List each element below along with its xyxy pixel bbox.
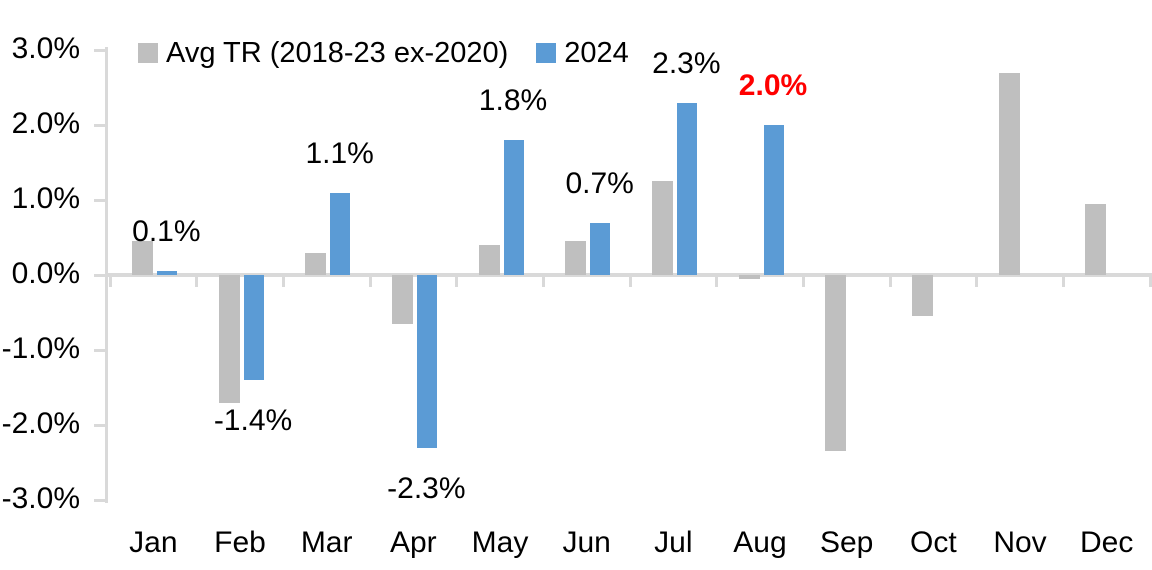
y-axis-tick-mark: [94, 424, 107, 427]
data-label-jun: 0.7%: [565, 166, 634, 200]
x-axis-tick-mark: [541, 277, 545, 287]
data-label-jul: 2.3%: [652, 46, 721, 80]
bar-2024-apr: [416, 275, 437, 448]
bar-2024-jul: [676, 102, 697, 275]
legend-label-2024: 2024: [564, 36, 629, 69]
y-axis-tick-label: -2.0%: [1, 407, 80, 440]
y-axis-tick-mark: [94, 499, 107, 502]
y-axis-tick-label: -1.0%: [1, 332, 80, 365]
bar-avg-jan: [131, 241, 153, 275]
bar-2024-aug: [763, 125, 784, 275]
y-axis-tick-label: 2.0%: [11, 107, 80, 140]
bar-2024-jan: [156, 271, 177, 275]
bar-avg-mar: [305, 252, 327, 275]
data-label-feb: -1.4%: [213, 404, 293, 437]
x-axis-label-may: May: [471, 526, 529, 559]
x-axis-label-sep: Sep: [819, 526, 874, 559]
legend-swatch-2024-icon: [536, 43, 557, 63]
data-label-apr: -2.3%: [387, 471, 466, 505]
x-axis-label-feb: Feb: [214, 526, 266, 559]
x-axis-tick-mark: [368, 277, 372, 287]
y-axis-tick-mark: [94, 49, 107, 52]
bar-avg-aug: [738, 275, 760, 279]
bar-avg-nov: [998, 72, 1020, 275]
legend-swatch-avg-tr-icon: [138, 43, 158, 63]
x-axis-tick-mark: [1061, 277, 1065, 287]
bar-avg-sep: [825, 275, 847, 452]
x-axis-label-oct: Oct: [909, 526, 957, 559]
y-axis-tick-mark: [94, 274, 107, 277]
x-axis-tick-mark: [455, 277, 459, 287]
y-axis-tick-label: 1.0%: [11, 182, 80, 215]
bar-avg-jul: [651, 181, 673, 275]
bar-2024-may: [503, 140, 524, 275]
y-axis-tick-mark: [94, 199, 107, 202]
x-axis-tick-mark: [108, 277, 112, 287]
x-axis-label-jul: Jul: [654, 526, 693, 559]
y-axis-tick-label: 3.0%: [11, 32, 80, 65]
bar-2024-jun: [590, 222, 611, 275]
x-axis-line: [105, 273, 1152, 277]
x-axis-label-jan: Jan: [129, 526, 178, 559]
legend-label-avg-tr: Avg TR (2018-23 ex-2020): [166, 36, 509, 69]
x-axis-tick-mark: [281, 277, 285, 287]
x-axis-tick-mark: [888, 277, 892, 287]
x-axis-tick-mark: [801, 277, 805, 287]
x-axis-tick-mark: [715, 277, 719, 287]
x-axis-label-mar: Mar: [300, 526, 353, 559]
x-axis-tick-mark: [195, 277, 199, 287]
x-axis-tick-mark: [1148, 277, 1152, 287]
x-axis-tick-mark: [975, 277, 979, 287]
x-axis-label-jun: Jun: [562, 526, 611, 559]
x-axis-label-apr: Apr: [389, 526, 437, 559]
data-label-may: 1.8%: [478, 84, 548, 117]
bar-avg-dec: [1085, 203, 1107, 275]
data-label-jan: 0.1%: [132, 215, 201, 249]
x-axis-label-dec: Dec: [1079, 526, 1134, 559]
x-axis-label-nov: Nov: [993, 526, 1047, 559]
legend-item-avg-tr: Avg TR (2018-23 ex-2020): [138, 37, 508, 70]
data-label-mar: 1.1%: [305, 136, 374, 170]
y-axis-tick-mark: [94, 349, 107, 352]
y-axis-tick-mark: [94, 124, 107, 127]
bar-avg-jun: [565, 241, 587, 275]
y-axis-tick-label: -3.0%: [1, 482, 80, 515]
legend-item-2024: 2024: [536, 37, 629, 70]
bar-avg-oct: [911, 275, 933, 317]
bar-avg-may: [478, 245, 500, 275]
bar-avg-apr: [391, 275, 413, 324]
x-axis-label-aug: Aug: [733, 526, 787, 559]
chart-legend: Avg TR (2018-23 ex-2020) 2024: [138, 36, 629, 70]
bar-2024-mar: [330, 192, 351, 275]
y-axis-tick-label: 0.0%: [11, 257, 80, 290]
data-label-aug: 2.0%: [738, 69, 808, 102]
bar-avg-feb: [218, 275, 240, 403]
bar-2024-feb: [243, 275, 264, 380]
x-axis-tick-mark: [628, 277, 632, 287]
